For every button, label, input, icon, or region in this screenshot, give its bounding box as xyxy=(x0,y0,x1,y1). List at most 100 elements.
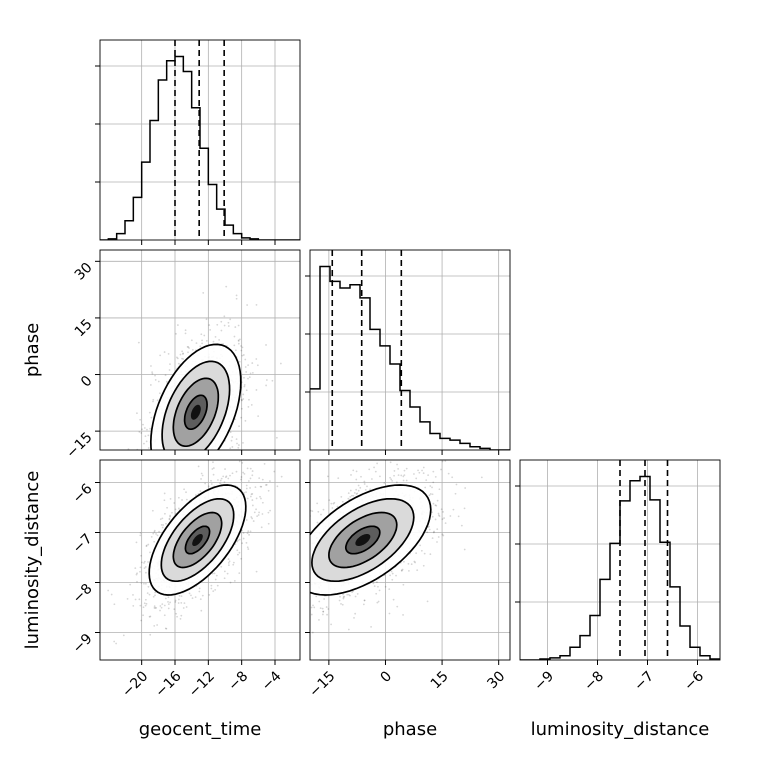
scatter-point xyxy=(177,467,179,469)
scatter-point xyxy=(364,488,367,491)
scatter-point xyxy=(183,602,186,605)
scatter-point xyxy=(158,469,160,471)
scatter-point xyxy=(316,521,319,524)
scatter-point xyxy=(265,384,268,387)
scatter-point xyxy=(133,489,135,491)
scatter-point xyxy=(292,551,294,553)
scatter-point xyxy=(191,597,194,600)
scatter-point xyxy=(249,467,252,470)
scatter-point xyxy=(266,590,268,592)
scatter-point xyxy=(378,589,381,592)
scatter-point xyxy=(250,493,253,496)
scatter-point xyxy=(175,612,178,615)
scatter-point xyxy=(434,475,437,478)
scatter-point xyxy=(169,467,171,469)
hist-step-geocent-time xyxy=(100,55,300,240)
scatter-point xyxy=(233,335,236,338)
scatter-point xyxy=(283,593,285,595)
scatter-point xyxy=(442,534,445,537)
contour-line xyxy=(148,484,247,596)
scatter-point xyxy=(390,478,393,481)
x-tick-label-geocent-time: −12 xyxy=(186,668,218,700)
scatter-point xyxy=(164,374,167,377)
scatter-point xyxy=(234,349,237,352)
scatter-point xyxy=(273,548,275,550)
scatter-point xyxy=(330,623,333,626)
scatter-point xyxy=(208,457,210,459)
scatter-point xyxy=(240,407,243,410)
scatter-point xyxy=(390,570,393,573)
scatter-point xyxy=(276,596,278,598)
x-tick-label-luminosity-distance: −7 xyxy=(631,668,657,694)
scatter-point xyxy=(145,544,148,547)
scatter-point xyxy=(150,535,153,538)
scatter-point xyxy=(155,533,157,535)
scatter-point xyxy=(251,362,254,364)
hist-bar xyxy=(430,433,440,450)
scatter-point xyxy=(170,466,172,468)
scatter-point xyxy=(149,633,152,636)
x-tick-label-luminosity-distance: −6 xyxy=(681,668,707,694)
scatter-point xyxy=(180,468,182,470)
scatter-point xyxy=(340,495,343,498)
scatter-point xyxy=(167,514,169,516)
scatter-point xyxy=(196,470,198,472)
scatter-point xyxy=(297,609,299,611)
scatter-point xyxy=(307,555,309,557)
scatter-point xyxy=(407,562,410,565)
scatter-point xyxy=(353,491,356,494)
contour-line xyxy=(172,511,223,569)
scatter-point xyxy=(187,351,189,354)
scatter-point xyxy=(144,566,147,568)
scatter-point xyxy=(391,578,394,581)
scatter-point xyxy=(414,561,417,564)
hist-bar xyxy=(370,329,380,450)
scatter-point xyxy=(336,505,339,508)
scatter-point xyxy=(165,500,167,502)
scatter-point xyxy=(177,503,179,505)
scatter-point xyxy=(307,544,309,546)
scatter-point xyxy=(169,515,171,518)
scatter-point xyxy=(113,603,116,606)
scatter-point xyxy=(269,480,271,482)
scatter-point xyxy=(210,479,212,482)
scatter-point xyxy=(183,488,185,491)
scatter-point xyxy=(199,598,202,601)
scatter-point xyxy=(147,458,149,460)
scatter-point xyxy=(457,515,460,518)
scatter-point xyxy=(107,589,110,592)
scatter-point xyxy=(287,557,289,559)
scatter-point xyxy=(340,602,342,605)
scatter-point xyxy=(183,455,185,457)
scatter-point xyxy=(176,357,179,360)
scatter-point xyxy=(238,538,241,541)
x-tick-label-luminosity-distance: −9 xyxy=(531,668,557,694)
scatter-point xyxy=(271,605,273,607)
y-tick-label-luminosity-distance: −7 xyxy=(70,531,96,557)
scatter-point xyxy=(242,354,245,356)
scatter-point xyxy=(257,514,260,516)
scatter-point xyxy=(437,446,439,448)
scatter-point xyxy=(172,486,174,488)
scatter-point xyxy=(171,486,173,488)
density-peak xyxy=(355,534,371,546)
scatter-point xyxy=(143,442,145,445)
scatter-point xyxy=(167,600,169,603)
scatter-point xyxy=(164,597,167,600)
scatter-point xyxy=(156,454,158,456)
scatter-point xyxy=(219,479,222,482)
scatter-point xyxy=(144,598,147,601)
scatter-point xyxy=(200,486,202,488)
scatter-point xyxy=(214,578,217,581)
scatter-point xyxy=(135,573,138,576)
scatter-point xyxy=(159,605,162,607)
scatter-point xyxy=(267,575,269,577)
scatter-point xyxy=(201,342,203,345)
scatter-point xyxy=(455,483,458,486)
scatter-point xyxy=(307,637,309,639)
hist-bar xyxy=(570,647,580,660)
hist-bar xyxy=(660,542,670,660)
scatter-point xyxy=(302,529,304,531)
scatter-point xyxy=(396,605,399,608)
scatter-point xyxy=(181,350,184,353)
